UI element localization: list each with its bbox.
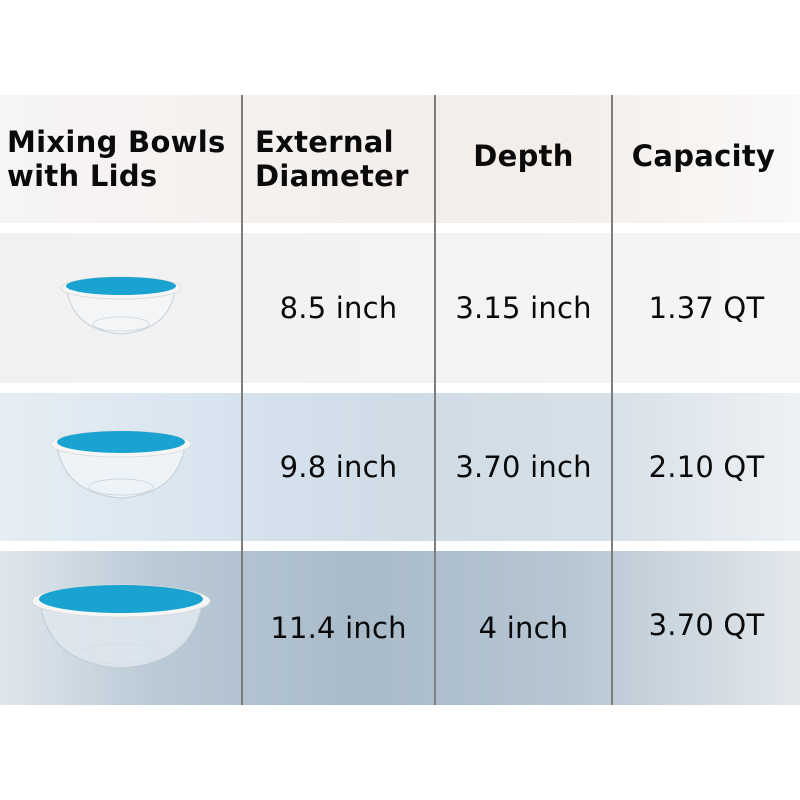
column-divider (611, 95, 613, 705)
bowl-icon (31, 584, 210, 669)
header-line: Diameter (255, 159, 409, 193)
bowl-image-large (0, 551, 241, 705)
header-line: External (255, 125, 394, 159)
depth-value: 3.70 inch (455, 450, 592, 484)
header-bowls: Mixing Bowls with Lids (0, 95, 248, 223)
header-depth: Depth (436, 95, 611, 223)
header-external-diameter: External Diameter (243, 95, 434, 223)
external-diameter-value: 11.4 inch (270, 611, 407, 645)
capacity-value: 3.70 QT (648, 608, 765, 642)
bowl-spec-table: Mixing Bowls with Lids External Diameter… (0, 95, 800, 705)
depth-value: 3.15 inch (455, 291, 592, 325)
column-divider (241, 95, 243, 705)
external-diameter-value: 9.8 inch (279, 450, 398, 484)
bowl-icon (60, 276, 181, 335)
column-divider (434, 95, 436, 705)
header-capacity: Capacity (613, 95, 800, 223)
header-line: Mixing Bowls (7, 125, 226, 159)
header-row (0, 95, 800, 223)
header-line: Depth (473, 139, 574, 173)
capacity-value: 2.10 QT (648, 450, 765, 484)
bowl-image-small (0, 233, 241, 383)
depth-value: 4 inch (478, 611, 569, 645)
external-diameter-value: 8.5 inch (279, 291, 398, 325)
header-line: with Lids (7, 159, 158, 193)
header-line: Capacity (631, 139, 776, 173)
bowl-icon (50, 430, 191, 499)
bowl-image-medium (0, 393, 241, 541)
capacity-value: 1.37 QT (648, 291, 765, 325)
